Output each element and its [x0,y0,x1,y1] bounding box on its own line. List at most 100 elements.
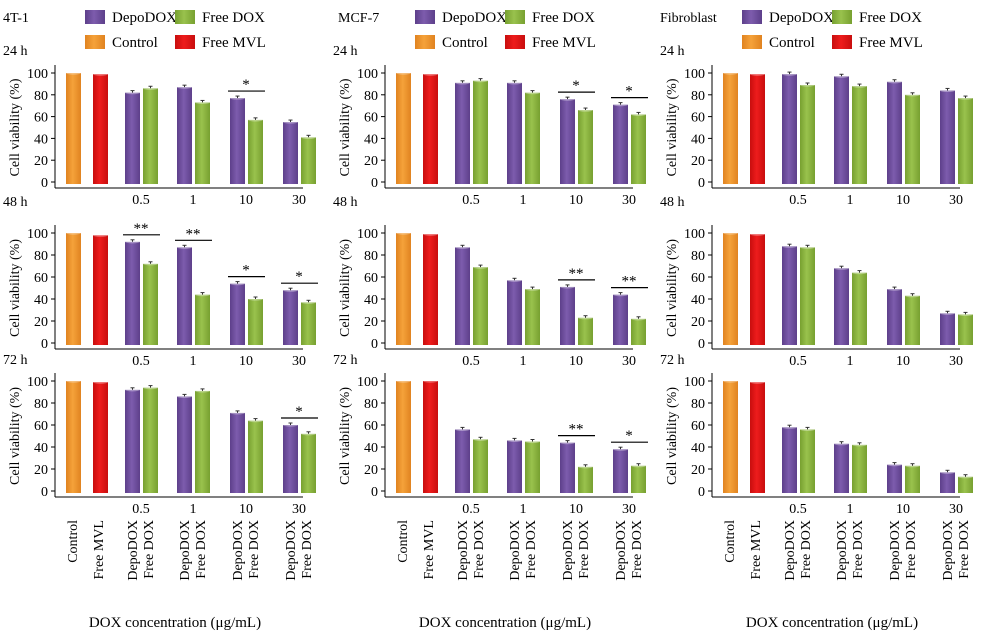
time-label: 48 h [333,195,358,210]
legend-label: Free DOX [859,10,922,26]
legend-swatch [505,10,525,24]
bar-control [396,233,411,345]
bar-control [396,381,411,493]
concentration-label: 0.5 [789,354,807,369]
y-tick-label: 20 [691,315,705,330]
y-tick-label: 100 [27,227,48,242]
y-axis-label: Cell viability (%) [338,387,353,485]
bar-free-dox [631,114,646,184]
y-axis-label: Cell viability (%) [8,239,23,337]
x-group-label-free-dox: Free DOX [300,520,315,579]
y-axis-label: Cell viability (%) [338,78,353,176]
y-axis-label: Cell viability (%) [665,387,680,485]
significance-label: * [295,404,303,420]
x-group-label-free-dox: Free DOX [851,520,866,579]
x-axis-label: DOX concentration (μg/mL) [419,615,591,631]
x-axis-label: DOX concentration (μg/mL) [746,615,918,631]
x-group-label-depodox: DepoDOX [941,520,956,581]
y-tick-label: 40 [34,293,48,308]
bar-control-cap [66,231,81,235]
bar-control-cap [66,379,81,383]
legend-swatch [742,10,762,24]
significance-label: ** [134,221,149,237]
x-group-label-free-dox: Free DOX [799,520,814,579]
y-tick-label: 0 [698,337,705,352]
time-label: 24 h [3,44,28,59]
bar-depodox [834,76,849,184]
concentration-label: 0.5 [132,193,150,208]
concentration-label: 10 [569,354,583,369]
concentration-label: 10 [239,193,253,208]
concentration-label: 1 [847,502,854,517]
x-axis-label: DOX concentration (μg/mL) [89,615,261,631]
legend-label: DepoDOX [112,10,177,26]
concentration-label: 0.5 [462,354,480,369]
bar-depodox [560,286,575,345]
bar-free-dox [800,84,815,184]
x-group-label-depodox: DepoDOX [508,520,523,581]
concentration-label: 0.5 [789,502,807,517]
significance-label: * [572,78,580,94]
time-label: 72 h [333,353,358,368]
bar-free-mvl-cap [93,380,108,384]
y-tick-label: 0 [371,337,378,352]
significance-label: ** [622,274,637,290]
bar-free-dox [525,289,540,345]
concentration-label: 30 [949,193,963,208]
time-label: 72 h [3,353,28,368]
x-group-label-depodox: DepoDOX [178,520,193,581]
bar-depodox [940,90,955,184]
concentration-label: 0.5 [132,502,150,517]
bar-control-cap [723,231,738,235]
bar-free-dox [800,429,815,493]
bar-control-cap [723,71,738,75]
legend-swatch [832,10,852,24]
y-tick-label: 60 [691,419,705,434]
bar-control [723,381,738,493]
bar-control-cap [396,231,411,235]
y-tick-label: 20 [364,154,378,169]
bar-free-dox [852,444,867,493]
bar-free-mvl-cap [750,232,765,236]
y-tick-label: 20 [691,154,705,169]
y-tick-label: 40 [691,293,705,308]
time-label: 48 h [660,195,685,210]
x-group-label-free-mvl: Free MVL [749,520,764,580]
concentration-label: 0.5 [462,193,480,208]
bar-free-mvl [423,74,438,184]
bar-free-dox [195,294,210,345]
concentration-label: 30 [949,502,963,517]
bar-free-dox [473,267,488,345]
bar-depodox [125,241,140,345]
y-tick-label: 100 [357,67,378,82]
concentration-label: 0.5 [789,193,807,208]
bar-depodox [455,82,470,184]
bar-free-mvl [423,381,438,493]
y-tick-label: 40 [34,132,48,147]
y-axis-label: Cell viability (%) [8,387,23,485]
concentration-label: 30 [949,354,963,369]
concentration-label: 0.5 [462,502,480,517]
legend-swatch [832,35,852,49]
concentration-label: 1 [847,193,854,208]
bar-free-mvl [93,235,108,345]
bar-free-dox [578,466,593,493]
bar-control [396,73,411,184]
legend-swatch [175,10,195,24]
concentration-label: 30 [622,354,636,369]
x-group-label-free-dox: Free DOX [957,520,972,579]
y-tick-label: 100 [684,227,705,242]
concentration-label: 30 [292,502,306,517]
y-tick-label: 0 [371,485,378,500]
concentration-label: 30 [622,502,636,517]
y-axis-label: Cell viability (%) [8,78,23,176]
bar-free-mvl-cap [423,232,438,236]
concentration-label: 10 [569,193,583,208]
time-label: 72 h [660,353,685,368]
bar-free-dox [301,433,316,493]
y-tick-label: 0 [41,485,48,500]
legend-swatch [85,10,105,24]
cell-line-title: MCF-7 [338,11,379,26]
bar-depodox [230,412,245,493]
x-group-label-control: Control [723,520,738,563]
